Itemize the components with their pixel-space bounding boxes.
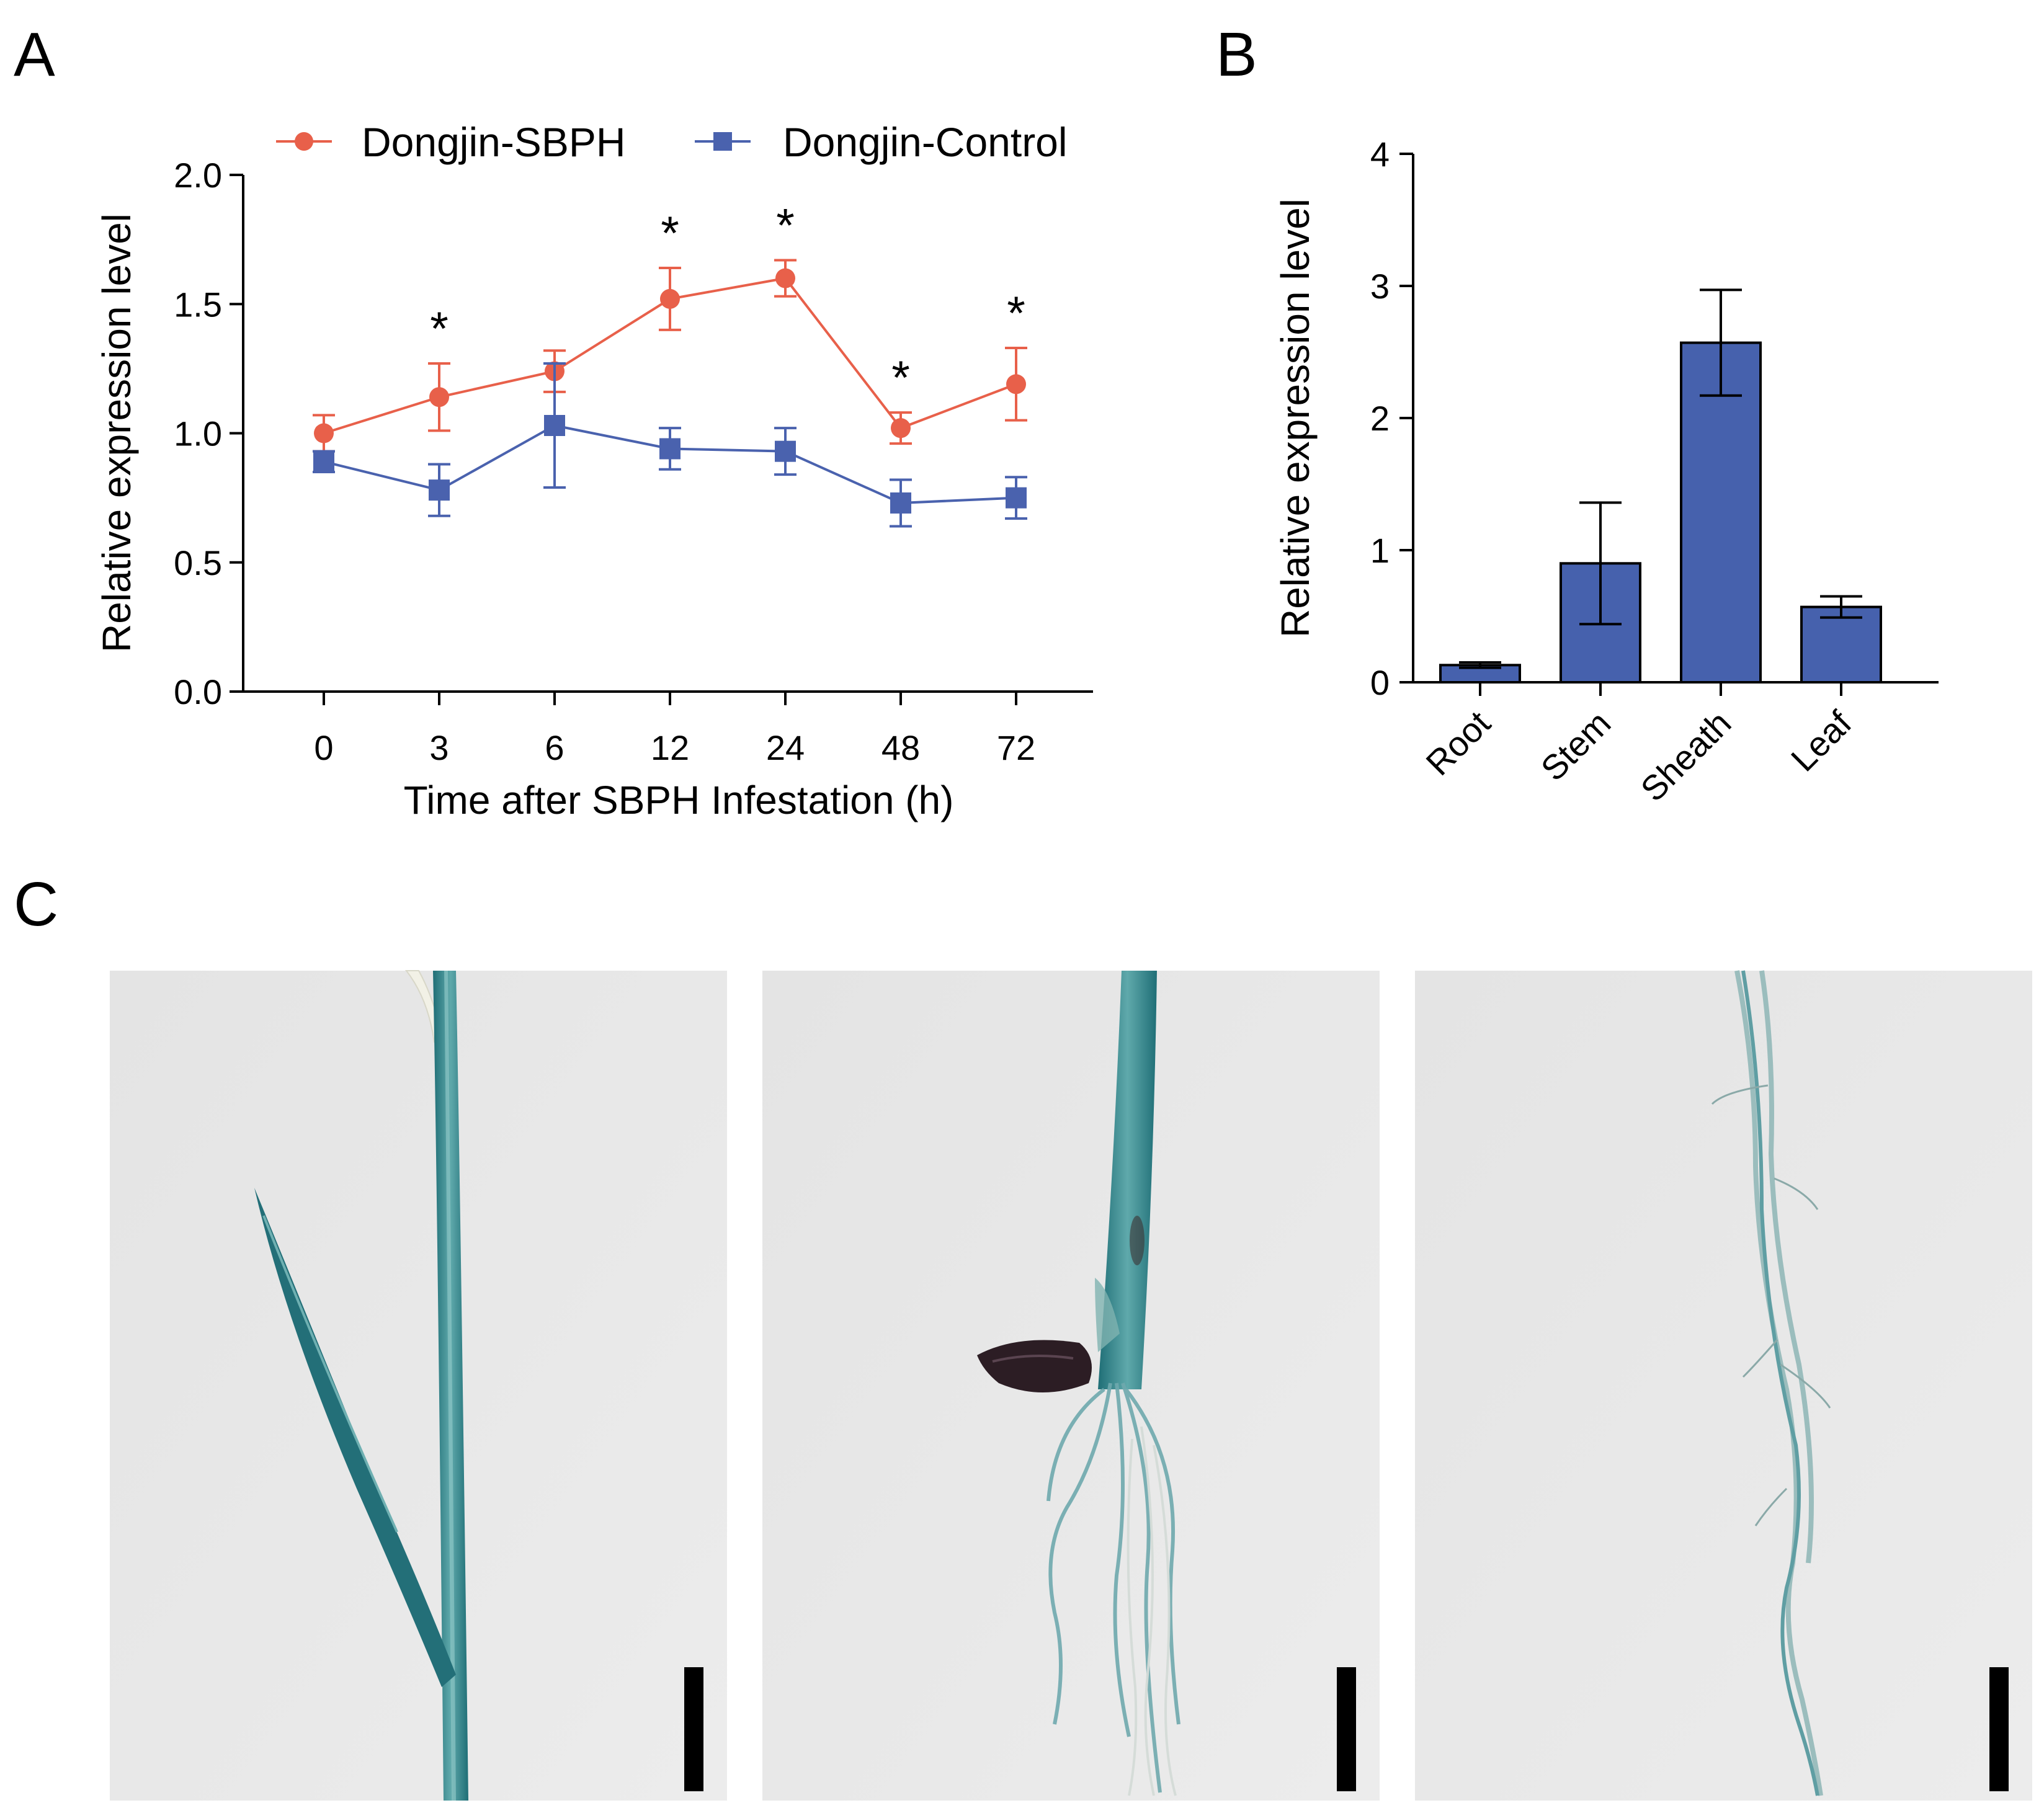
photo-leaf [110, 970, 727, 1801]
legend-a: Dongjin-SBPH Dongjin-Control [276, 119, 1068, 165]
legend-label-control: Dongjin-Control [783, 119, 1068, 165]
significance-marker: * [776, 199, 795, 252]
x-tick-label-a: 48 [881, 728, 920, 767]
panel-label-c: C [14, 870, 58, 939]
x-tick-label-b: Root [1418, 703, 1498, 783]
x-tick-label-b: Sheath [1633, 703, 1738, 809]
y-ticks-b: 0 1 2 3 4 [1370, 135, 1413, 702]
y-tick-label-a: 0.0 [174, 672, 222, 711]
x-ticks-b: Root Stem Sheath Leaf [1418, 682, 1859, 809]
chart-a: Dongjin-SBPH Dongjin-Control 0.0 0.5 1.0 1.… [94, 119, 1093, 822]
data-point-control [544, 415, 565, 437]
data-point-sbph [314, 423, 334, 443]
chart-b: 0 1 2 3 4 Root Stem Sheath Leaf Relative expres… [1273, 135, 1939, 809]
legend-marker-sbph [295, 132, 313, 151]
y-tick-label-b: 2 [1370, 399, 1390, 438]
x-tick-label-b: Leaf [1783, 703, 1859, 779]
y-axis-label-a: Relative expression level [94, 213, 139, 652]
panel-label-a: A [14, 20, 55, 89]
y-tick-label-a: 1.5 [174, 285, 222, 324]
y-tick-label-b: 4 [1370, 135, 1390, 174]
data-point-control [429, 479, 450, 501]
significance-marker: * [661, 207, 679, 260]
y-ticks-a: 0.0 0.5 1.0 1.5 2.0 [174, 156, 243, 711]
y-axis-label-b: Relative expression level [1273, 198, 1318, 638]
x-tick-label-b: Stem [1533, 703, 1618, 788]
panel-label-b: B [1216, 20, 1257, 89]
data-point-control [890, 492, 911, 514]
y-tick-label-a: 1.0 [174, 414, 222, 453]
data-point-control [659, 438, 681, 460]
significance-marker: * [1007, 287, 1025, 340]
y-tick-label-a: 2.0 [174, 156, 222, 195]
x-tick-label-a: 6 [545, 728, 564, 767]
bars-b [1439, 288, 1882, 684]
data-point-sbph [775, 268, 795, 288]
y-tick-label-b: 3 [1370, 267, 1390, 306]
photo-root [1415, 970, 2032, 1801]
y-tick-label-a: 0.5 [174, 543, 222, 582]
scale-bar-2 [1337, 1667, 1356, 1791]
data-point-sbph [1006, 374, 1026, 394]
x-axis-label-a: Time after SBPH Infestation (h) [404, 778, 954, 822]
legend-label-sbph: Dongjin-SBPH [362, 119, 626, 165]
legend-marker-control [713, 132, 732, 151]
x-tick-label-a: 3 [429, 728, 449, 767]
data-point-control [1006, 487, 1027, 509]
series-a: * * * * * [313, 199, 1027, 528]
x-tick-label-a: 12 [651, 728, 689, 767]
data-point-sbph [660, 288, 680, 309]
significance-marker: * [430, 303, 449, 355]
scale-bar-3 [1989, 1667, 2009, 1791]
photo-stem-seed-root [762, 971, 1380, 1801]
data-point-sbph [429, 387, 449, 407]
data-point-control [775, 440, 796, 462]
scale-bar-1 [684, 1667, 703, 1791]
y-tick-label-b: 1 [1370, 531, 1390, 570]
significance-marker: * [891, 352, 910, 404]
x-tick-label-a: 24 [766, 728, 805, 767]
x-tick-label-a: 0 [314, 728, 333, 767]
panel-c-photos [110, 970, 2032, 1801]
x-ticks-a: 0 3 6 12 24 48 72 [314, 692, 1035, 767]
y-tick-label-b: 0 [1370, 663, 1390, 702]
data-point-control [313, 451, 334, 473]
data-point-sbph [891, 418, 911, 439]
x-tick-label-a: 72 [997, 728, 1035, 767]
